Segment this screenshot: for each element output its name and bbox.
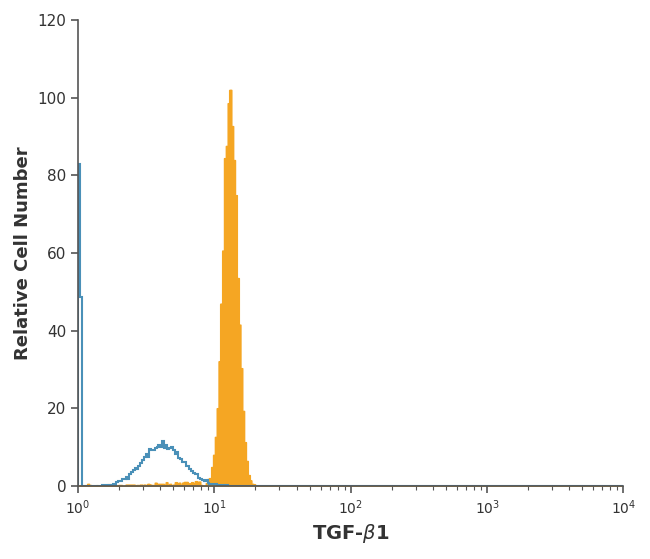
Y-axis label: Relative Cell Number: Relative Cell Number (14, 146, 32, 360)
X-axis label: TGF-$\beta$1: TGF-$\beta$1 (312, 522, 389, 545)
